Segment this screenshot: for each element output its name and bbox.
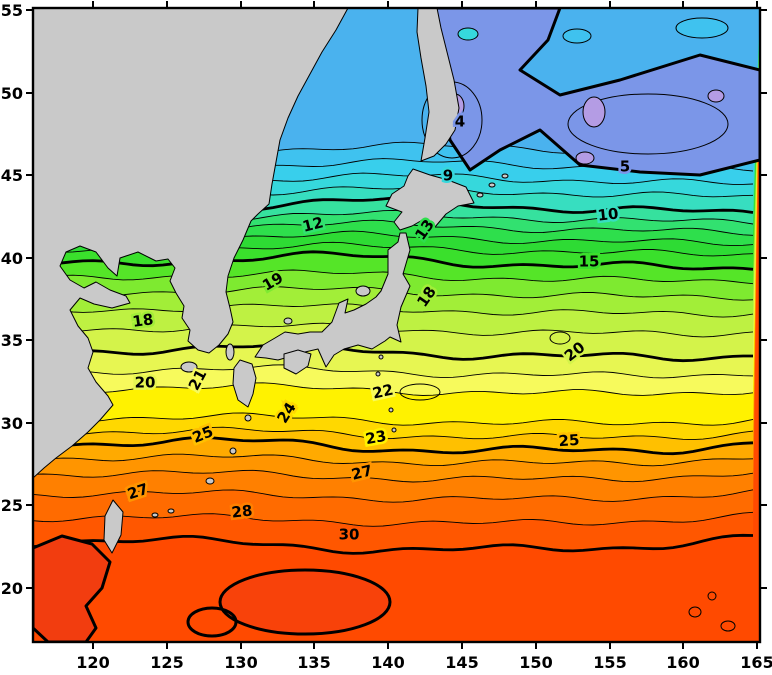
island-izu-2	[375, 371, 381, 377]
isotherm-22	[33, 382, 754, 396]
island-ryukyu-4	[167, 508, 175, 514]
contour-label-4-0: 4	[455, 113, 465, 131]
x-axis-label-130: 130	[224, 653, 257, 672]
isotherm-23	[33, 412, 754, 426]
x-axis-label-125: 125	[150, 653, 183, 672]
land-kyushu	[232, 359, 257, 408]
warm-pool-30plus	[218, 568, 392, 636]
okhotsk-warm-patch-3	[457, 27, 479, 41]
land-hokkaido	[385, 168, 475, 231]
y-axis-label-50: 50	[1, 84, 23, 103]
isotherm-30	[33, 533, 754, 555]
isotherm-28	[33, 489, 754, 503]
island-ryukyu-1	[244, 414, 252, 422]
isotherm-26	[33, 453, 754, 467]
yellow-eddy-ring-2	[549, 331, 571, 345]
contour-label-15-6: 15	[579, 253, 600, 271]
cold-pool-4to5	[430, 8, 760, 177]
warm-speck-3	[707, 591, 717, 601]
x-axis-label-140: 140	[371, 653, 404, 672]
cold-core-purple-3	[707, 89, 725, 103]
cold-pool-inner-ring	[567, 93, 729, 155]
island-tsushima	[225, 343, 235, 361]
island-sado	[355, 285, 371, 297]
cold-core-purple-2	[575, 151, 595, 165]
island-ryukyu-5	[151, 512, 159, 518]
y-axis-label-35: 35	[1, 331, 23, 350]
y-axis-label-30: 30	[1, 414, 23, 433]
warm-pool-southwest	[33, 534, 112, 642]
island-kuril-1	[476, 192, 484, 198]
x-axis-label-120: 120	[76, 653, 109, 672]
contour-label-18-7: 18	[131, 310, 154, 331]
island-kuril-3	[501, 173, 509, 179]
contour-label-20-10: 20	[135, 374, 156, 392]
okhotsk-warm-patch-1	[675, 17, 729, 39]
isotherm-25	[33, 435, 754, 456]
contour-label-5-1: 5	[620, 158, 630, 176]
isotherm-21	[33, 364, 754, 379]
x-axis-label-155: 155	[593, 653, 626, 672]
x-axis-label-160: 160	[666, 653, 699, 672]
island-jeju	[180, 361, 198, 373]
island-ryukyu-3	[205, 477, 215, 485]
island-izu-4	[388, 407, 394, 413]
y-axis-label-40: 40	[1, 249, 23, 268]
x-axis-label-165: 165	[740, 653, 772, 672]
island-izu-3	[383, 387, 389, 393]
y-axis-label-45: 45	[1, 166, 23, 185]
contour-label-10-3: 10	[597, 204, 620, 224]
y-axis-label-55: 55	[1, 1, 23, 20]
x-axis-label-135: 135	[297, 653, 330, 672]
land-mainland-asia-korea-china	[33, 8, 349, 479]
island-kuril-2	[488, 182, 496, 188]
contour-label-23-16: 23	[364, 427, 388, 448]
warm-speck-1	[688, 606, 702, 618]
y-axis-label-25: 25	[1, 496, 23, 515]
x-axis-label-150: 150	[519, 653, 552, 672]
island-oki	[283, 317, 293, 325]
land-shikoku	[283, 349, 312, 375]
isotherm-24	[33, 426, 754, 441]
contour-label-30-21: 30	[339, 526, 360, 544]
isotherm-27	[33, 469, 754, 483]
land-honshu	[254, 232, 411, 368]
island-izu-1	[378, 354, 384, 360]
y-axis-label-20: 20	[1, 579, 23, 598]
isotherm-29	[33, 511, 754, 527]
isotherm-20	[33, 340, 753, 363]
contour-label-25-17: 25	[558, 431, 580, 450]
land-sakhalin	[416, 8, 460, 162]
contour-label-9-2: 9	[443, 167, 453, 185]
plot-frame	[31, 6, 762, 644]
okhotsk-warm-patch-2	[562, 28, 592, 44]
x-axis-label-145: 145	[445, 653, 478, 672]
warm-ring-small	[186, 606, 238, 638]
cold-core-purple-1	[582, 96, 606, 128]
warm-speck-2	[720, 620, 736, 632]
yellow-eddy-ring-1	[399, 383, 441, 401]
contour-label-28-20: 28	[231, 501, 254, 521]
land-taiwan	[103, 499, 124, 554]
island-ryukyu-2	[229, 447, 237, 455]
island-izu-5	[391, 427, 397, 433]
